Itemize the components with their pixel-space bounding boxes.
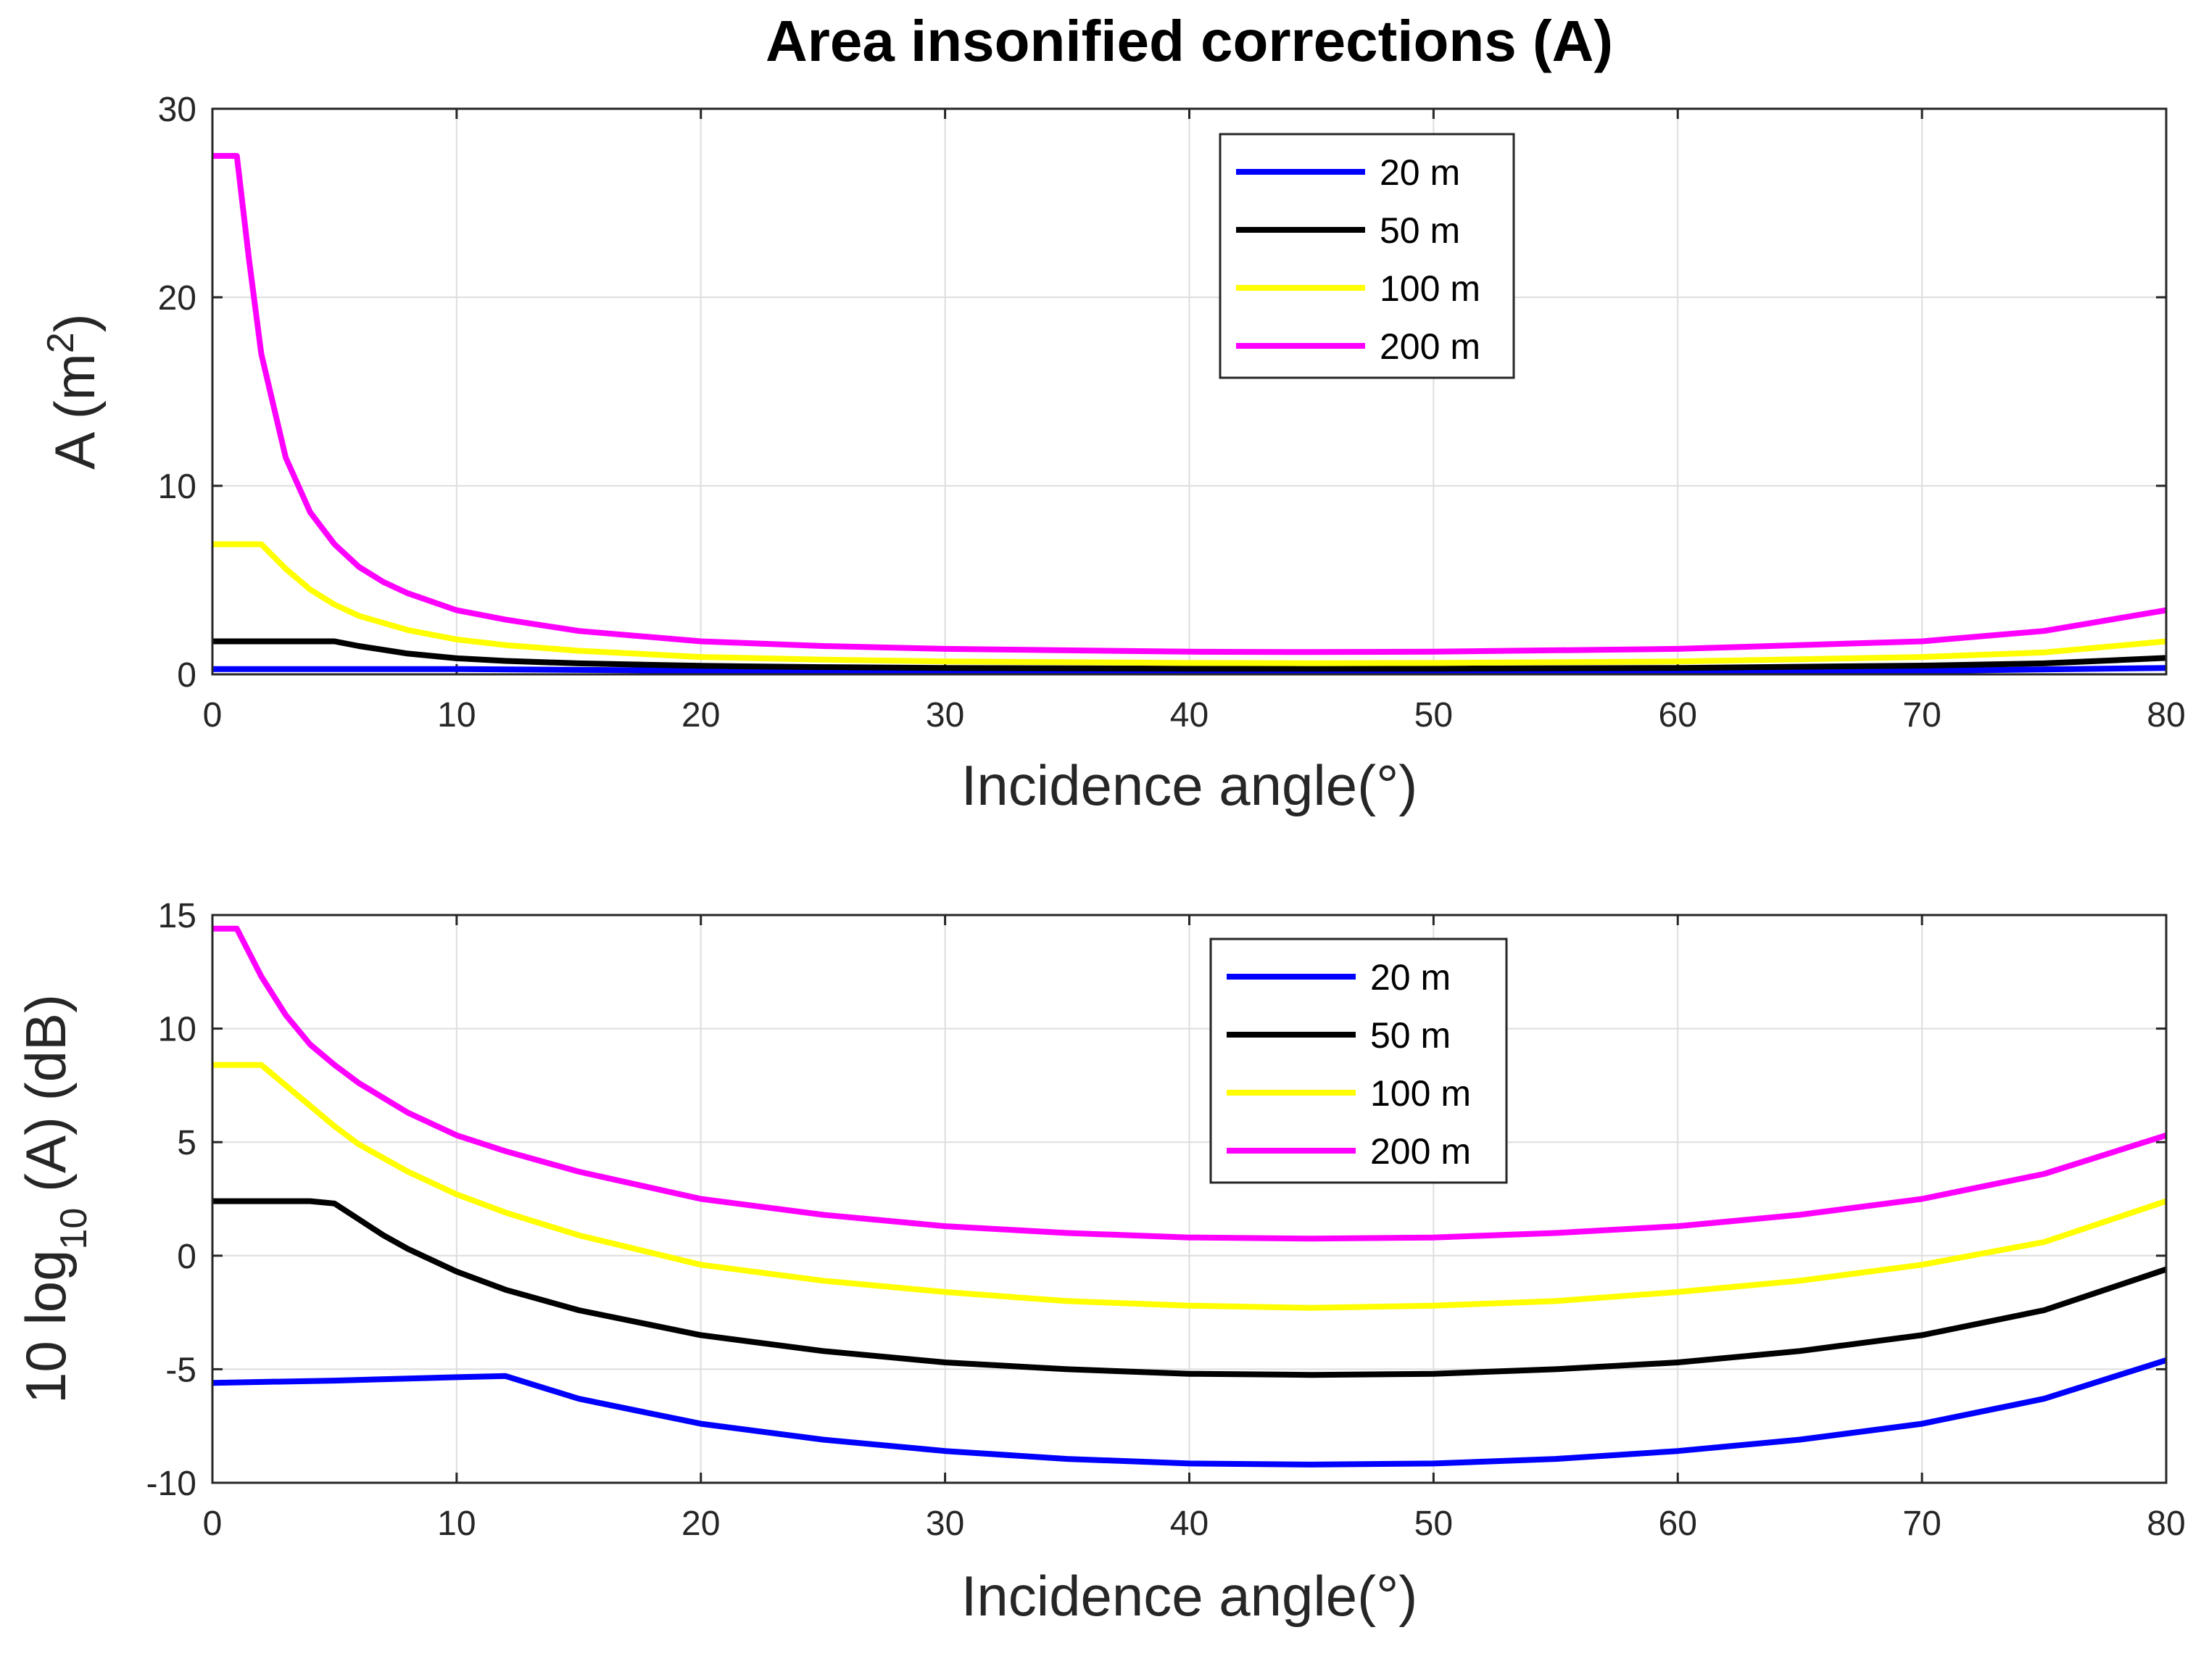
series-line-200m xyxy=(212,153,2166,655)
y-tick-label: 10 xyxy=(158,468,196,506)
y-tick-label: 20 xyxy=(158,279,196,318)
x-tick-label: 70 xyxy=(1902,696,1941,735)
series-group xyxy=(212,925,2166,1468)
series-line-100m xyxy=(212,541,2166,666)
x-tick-label: 80 xyxy=(2147,1505,2185,1543)
legend-label: 200 m xyxy=(1380,326,1480,367)
legend-label: 100 m xyxy=(1370,1073,1471,1114)
x-tick-label: 50 xyxy=(1414,696,1453,735)
chart-2: 0 10 20 30 40 50 60 70 80 -10 -5 0 5 10 15 Incidence an… xyxy=(14,897,2186,1628)
series-line-50m xyxy=(212,1198,2166,1378)
x-tick-label: 30 xyxy=(926,1505,964,1543)
y-tick-label: 5 xyxy=(177,1124,196,1162)
x-tick-label: 40 xyxy=(1170,696,1209,735)
x-tick-label: 0 xyxy=(203,1505,223,1543)
series-line-200m xyxy=(212,925,2166,1242)
series-line-50m xyxy=(212,638,2166,672)
legend: 20 m 50 m 100 m 200 m xyxy=(1219,133,1515,379)
y-tick-label: -5 xyxy=(165,1351,196,1389)
x-tick-label: 80 xyxy=(2147,696,2185,735)
chart-1: 0 10 20 30 40 50 60 70 80 0 10 20 30 Area insonified … xyxy=(40,9,2186,817)
y-tick-label: -10 xyxy=(146,1465,196,1503)
x-tick-label: 60 xyxy=(1659,696,1697,735)
x-tick-label: 40 xyxy=(1170,1505,1209,1543)
series-line-20m xyxy=(212,1357,2166,1468)
legend-label: 20 m xyxy=(1380,152,1460,193)
x-tick-label: 10 xyxy=(437,696,476,735)
x-tick-label: 20 xyxy=(681,696,720,735)
x-tick-label: 20 xyxy=(681,1505,720,1543)
x-axis-label: Incidence angle(°) xyxy=(961,753,1418,817)
x-tick-label: 0 xyxy=(203,696,223,735)
legend-label: 20 m xyxy=(1370,957,1451,998)
x-tick-label: 30 xyxy=(926,696,964,735)
y-tick-label: 0 xyxy=(177,1238,196,1276)
y-tick-label: 0 xyxy=(177,656,196,695)
x-tick-label: 50 xyxy=(1414,1505,1453,1543)
x-axis-label: Incidence angle(°) xyxy=(961,1564,1418,1628)
axes-border xyxy=(211,914,2168,1484)
legend-label: 200 m xyxy=(1370,1131,1471,1172)
y-axis-label: A (m2) xyxy=(40,313,107,469)
series-line-20m xyxy=(212,665,2166,674)
y-tick-label: 10 xyxy=(158,1011,196,1049)
legend-label: 50 m xyxy=(1370,1015,1451,1056)
x-tick-label: 60 xyxy=(1659,1505,1697,1543)
chart-title: Area insonified corrections (A) xyxy=(766,9,1613,73)
series-line-100m xyxy=(212,1062,2166,1311)
x-tick-label: 10 xyxy=(437,1505,476,1543)
axes-border xyxy=(211,107,2168,676)
x-tick-label: 70 xyxy=(1902,1505,1941,1543)
legend-label: 100 m xyxy=(1380,268,1480,309)
legend: 20 m 50 m 100 m 200 m xyxy=(1209,938,1508,1184)
y-tick-label: 30 xyxy=(158,91,196,129)
series-group xyxy=(212,153,2166,674)
legend-label: 50 m xyxy=(1380,210,1460,251)
y-axis-label: 10 log10 (A) (dB) xyxy=(14,994,95,1404)
y-tick-label: 15 xyxy=(158,897,196,935)
